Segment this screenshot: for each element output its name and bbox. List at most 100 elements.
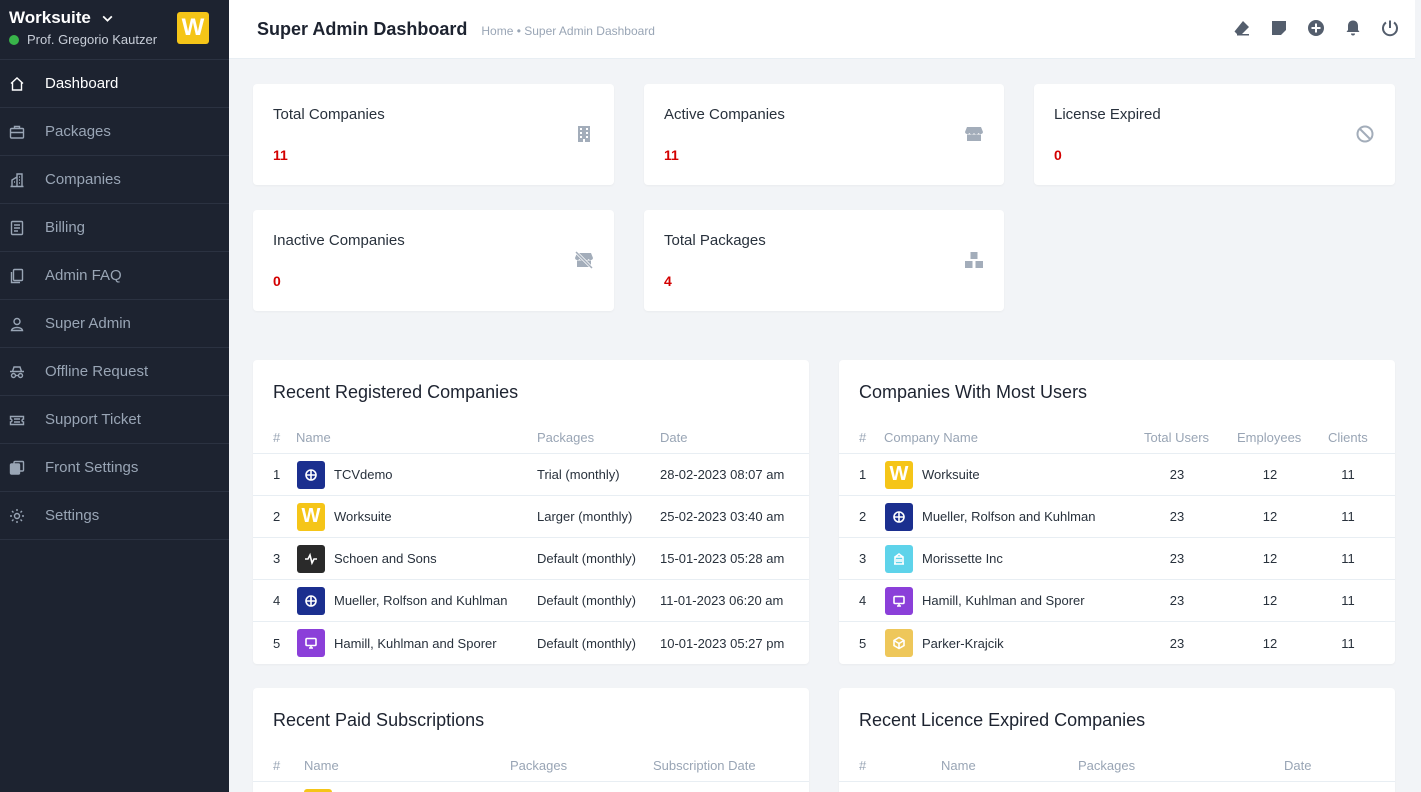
logo[interactable]: W xyxy=(177,12,209,44)
company-cell[interactable]: W Worksuite xyxy=(885,454,980,495)
sidebar-item-billing[interactable]: Billing xyxy=(0,204,229,252)
table-header: # Name Packages Date xyxy=(253,428,809,454)
sidebar-item-front-settings[interactable]: Front Settings xyxy=(0,444,229,492)
table-row[interactable]: 5 Parker-Krajcik 23 12 11 xyxy=(839,622,1395,664)
sidebar-item-offline-request[interactable]: Offline Request xyxy=(0,348,229,396)
stat-card-license-expired[interactable]: License Expired 0 xyxy=(1034,84,1395,185)
table-row[interactable]: 1 W Worksuite 23 12 11 xyxy=(839,454,1395,496)
store-slash-icon xyxy=(574,250,594,270)
total-users-cell: 23 xyxy=(1169,509,1185,524)
stat-card-active-companies[interactable]: Active Companies 11 xyxy=(644,84,1004,185)
employees-cell: 12 xyxy=(1262,509,1278,524)
table-row[interactable]: 2 W Worksuite Larger (monthly) 25-02-2023 03… xyxy=(253,496,809,538)
sticky-note-icon[interactable] xyxy=(1270,19,1288,37)
table-row[interactable]: 5 Hamill, Kuhlman and Sporer Default (mont… xyxy=(253,622,809,664)
sidebar-item-admin-faq[interactable]: Admin FAQ xyxy=(0,252,229,300)
table-row[interactable]: 3 Schoen and Sons Default (monthly) 15-01-2… xyxy=(253,538,809,580)
table-header: # Name Packages Date xyxy=(839,756,1395,782)
sidebar-item-label: Billing xyxy=(45,219,86,236)
total-users-cell: 23 xyxy=(1169,551,1185,566)
employees-cell: 12 xyxy=(1262,635,1278,651)
stat-value: 11 xyxy=(273,147,288,163)
app-switcher[interactable]: Worksuite xyxy=(9,8,229,28)
row-number: 2 xyxy=(859,509,867,524)
invoice-icon xyxy=(9,220,25,236)
person-icon xyxy=(9,316,25,332)
add-circle-icon[interactable] xyxy=(1307,19,1325,37)
company-avatar xyxy=(297,586,325,615)
package-cell: Default (monthly) xyxy=(537,593,636,608)
package-cell: Default (monthly) xyxy=(537,551,636,566)
column-header[interactable]: Company Name xyxy=(884,430,978,445)
column-header[interactable]: Name xyxy=(296,430,331,445)
company-cell[interactable]: Hamill, Kuhlman and Sporer xyxy=(297,622,497,664)
column-header[interactable]: Subscription Date xyxy=(653,758,756,773)
company-cell[interactable]: Morissette Inc xyxy=(885,538,1003,579)
column-header[interactable]: Packages xyxy=(1078,758,1136,773)
column-header[interactable]: Clients xyxy=(1328,430,1368,445)
recent-registered-companies-card: Recent Registered Companies # Name Packa… xyxy=(253,360,809,664)
sidebar-item-dashboard[interactable]: Dashboard xyxy=(0,60,229,108)
column-header[interactable]: Packages xyxy=(537,430,595,445)
company-avatar xyxy=(885,544,913,573)
table-row[interactable]: 4 Hamill, Kuhlman and Sporer 23 12 11 xyxy=(839,580,1395,622)
stat-card-total-companies[interactable]: Total Companies 11 xyxy=(253,84,614,185)
column-header[interactable]: Packages xyxy=(510,758,568,773)
building-icon xyxy=(574,124,594,144)
stat-label: License Expired xyxy=(1054,106,1161,123)
breadcrumb[interactable]: Home • Super Admin Dashboard xyxy=(481,24,655,38)
ticket-icon xyxy=(9,412,25,428)
company-name: Worksuite xyxy=(334,509,392,524)
boxes-icon xyxy=(964,250,984,270)
clients-cell: 11 xyxy=(1341,509,1355,524)
power-icon[interactable] xyxy=(1381,19,1399,37)
stat-card-inactive-companies[interactable]: Inactive Companies 0 xyxy=(253,210,614,311)
stat-card-total-packages[interactable]: Total Packages 4 xyxy=(644,210,1004,311)
column-header[interactable]: Date xyxy=(660,430,688,445)
eraser-icon[interactable] xyxy=(1233,19,1251,37)
recent-licence-expired-card: Recent Licence Expired Companies # Name … xyxy=(839,688,1395,792)
user-info[interactable]: Prof. Gregorio Kautzer xyxy=(9,32,229,47)
column-header[interactable]: Total Users xyxy=(1144,430,1210,445)
scrollbar[interactable] xyxy=(1415,0,1421,792)
stat-value: 11 xyxy=(664,147,679,163)
employees-cell: 12 xyxy=(1262,467,1278,482)
stat-label: Total Packages xyxy=(664,232,766,249)
bell-icon[interactable] xyxy=(1344,19,1362,37)
table-row[interactable]: 3 Morissette Inc 23 12 11 xyxy=(839,538,1395,580)
employees-cell: 12 xyxy=(1262,551,1278,566)
company-cell[interactable]: Parker-Krajcik xyxy=(885,622,1004,664)
sidebar-item-settings[interactable]: Settings xyxy=(0,492,229,540)
sidebar-item-companies[interactable]: Companies xyxy=(0,156,229,204)
clients-cell: 11 xyxy=(1341,551,1355,566)
row-number: 1 xyxy=(859,467,867,482)
sidebar-item-packages[interactable]: Packages xyxy=(0,108,229,156)
table-row[interactable]: 1 TCVdemo Trial (monthly) 28-02-2023 08:07 … xyxy=(253,454,809,496)
company-name: Morissette Inc xyxy=(922,551,1003,566)
stat-label: Inactive Companies xyxy=(273,232,405,249)
stat-value: 0 xyxy=(1054,147,1062,163)
globe-icon xyxy=(892,510,906,524)
table-row[interactable]: 2 Mueller, Rolfson and Kuhlman 23 12 11 xyxy=(839,496,1395,538)
sidebar-item-label: Packages xyxy=(45,123,111,140)
building-icon xyxy=(9,172,25,188)
layers-icon xyxy=(9,460,25,476)
ban-icon xyxy=(1355,124,1375,144)
company-cell[interactable]: Mueller, Rolfson and Kuhlman xyxy=(885,496,1095,537)
column-header[interactable]: Name xyxy=(941,758,976,773)
sidebar-item-support-ticket[interactable]: Support Ticket xyxy=(0,396,229,444)
company-cell[interactable]: Schoen and Sons xyxy=(297,538,437,579)
company-cell[interactable]: Mueller, Rolfson and Kuhlman xyxy=(297,580,507,621)
column-header[interactable]: Name xyxy=(304,758,339,773)
column-header[interactable]: Employees xyxy=(1237,430,1302,445)
recent-companies-table: # Name Packages Date 1 TCVdemo Trial (mont… xyxy=(253,428,809,664)
company-cell[interactable]: W Worksuite xyxy=(297,496,392,537)
sidebar-item-super-admin[interactable]: Super Admin xyxy=(0,300,229,348)
date-cell: 10-01-2023 05:27 pm xyxy=(660,635,785,651)
company-cell[interactable]: Hamill, Kuhlman and Sporer xyxy=(885,580,1085,621)
company-cell[interactable]: TCVdemo xyxy=(297,454,393,495)
table-row[interactable]: 4 Mueller, Rolfson and Kuhlman Default (mo… xyxy=(253,580,809,622)
sidebar: Worksuite Prof. Gregorio Kautzer W Dashb… xyxy=(0,0,229,792)
column-header[interactable]: Date xyxy=(1284,758,1312,773)
total-users-cell: 23 xyxy=(1169,593,1185,608)
